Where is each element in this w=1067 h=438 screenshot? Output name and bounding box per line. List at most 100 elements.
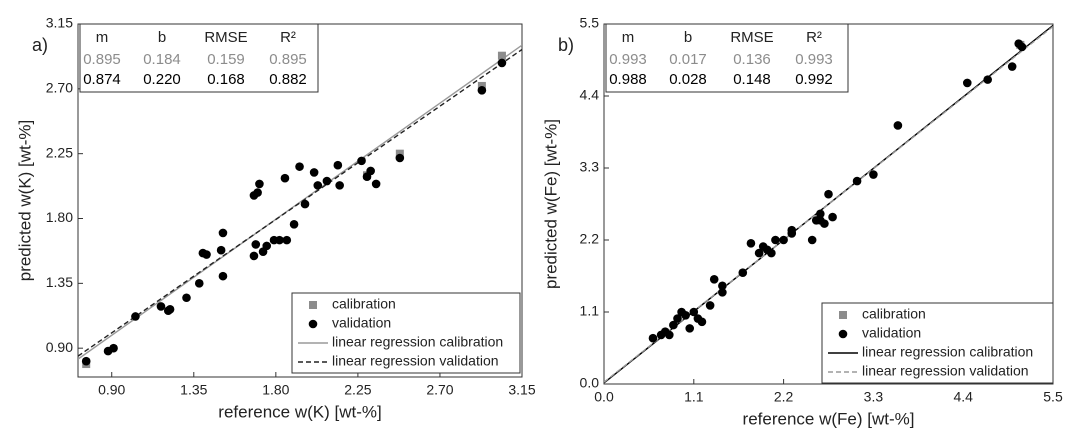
validation-point	[771, 235, 780, 245]
validation-point	[156, 302, 166, 311]
regression-line	[78, 48, 522, 357]
validation-point	[685, 324, 695, 333]
stats-cell: 0.895	[269, 51, 307, 68]
validation-point	[216, 245, 226, 255]
x-tick-label: 5.5	[1043, 389, 1063, 405]
y-axis-title: predicted w(K) [wt-%]	[15, 120, 34, 282]
validation-point	[824, 189, 833, 199]
validation-point	[681, 310, 690, 320]
stats-cell: 0.874	[83, 71, 121, 88]
legend-label: linear regression calibration	[332, 334, 503, 350]
legend-label: calibration	[862, 306, 926, 322]
stats-cell: 0.895	[83, 51, 121, 68]
x-tick-label: 1.35	[180, 382, 207, 398]
y-tick-label: 2.25	[46, 144, 73, 160]
validation-point	[366, 166, 375, 176]
stats-cell: 0.184	[143, 51, 181, 68]
validation-point	[295, 162, 304, 171]
stats-cell: 0.168	[207, 71, 245, 88]
validation-point	[779, 235, 788, 245]
validation-point	[665, 330, 674, 340]
stats-header: R²	[280, 29, 296, 46]
regression-lines	[78, 44, 522, 360]
stats-header: m	[622, 29, 635, 46]
validation-point	[705, 301, 715, 310]
x-tick-label: 1.1	[684, 389, 704, 405]
validation-point	[218, 271, 228, 281]
legend-box	[821, 302, 1054, 384]
legend-marker	[309, 301, 317, 309]
validation-point	[893, 121, 903, 130]
x-tick-label: 4.4	[953, 389, 973, 405]
stats-box	[79, 23, 319, 93]
y-tick-label: 5.5	[580, 15, 600, 31]
y-tick-label: 2.2	[580, 231, 600, 247]
legend-marker	[839, 311, 847, 319]
calibration-point	[497, 51, 506, 60]
stats-cell: 0.017	[669, 51, 707, 68]
regression-line	[78, 44, 522, 360]
x-tick-label: 1.80	[262, 382, 289, 398]
y-tick-label: 1.1	[580, 303, 600, 319]
y-tick-label: 0.90	[46, 339, 73, 355]
validation-point	[131, 312, 140, 321]
validation-point	[709, 274, 719, 284]
validation-point	[262, 241, 272, 251]
stats-header: b	[684, 29, 692, 46]
validation-point	[746, 238, 756, 248]
y-axis-title: predicted w(Fe) [wt-%]	[541, 119, 560, 289]
validation-point	[718, 288, 727, 297]
stats-cell: 0.882	[269, 71, 307, 88]
x-tick-label: 2.25	[344, 382, 371, 398]
validation-point	[253, 188, 262, 197]
validation-point	[820, 219, 829, 228]
validation-point	[718, 281, 727, 291]
stats-cell: 0.159	[207, 51, 245, 68]
validation-point	[648, 333, 658, 343]
validation-point	[313, 181, 323, 190]
stats-header: RMSE	[204, 29, 247, 46]
legend-marker	[838, 329, 848, 339]
legend-label: linear regression validation	[862, 363, 1029, 379]
stats-header: m	[96, 29, 109, 46]
validation-point	[335, 181, 344, 190]
validation-point	[983, 75, 992, 84]
y-tick-label: 3.15	[46, 15, 73, 31]
calibration-point	[395, 149, 404, 158]
validation-point	[1007, 62, 1017, 71]
validation-point	[828, 212, 837, 222]
x-tick-label: 3.15	[508, 382, 535, 398]
validation-point	[497, 58, 507, 68]
validation-point	[218, 228, 228, 238]
x-axis-title: reference w(Fe) [wt-%]	[743, 409, 915, 428]
validation-point	[300, 199, 310, 209]
x-tick-label: 2.70	[426, 382, 453, 398]
validation-point	[852, 176, 862, 186]
y-tick-label: 1.35	[46, 274, 73, 290]
legend-label: linear regression validation	[332, 353, 499, 369]
stats-cell: 0.993	[795, 51, 833, 68]
x-tick-label: 3.3	[864, 389, 884, 405]
stats-cell: 0.988	[609, 71, 647, 88]
legend-label: linear regression calibration	[862, 344, 1033, 360]
validation-point	[477, 85, 487, 95]
calibration-point	[477, 81, 486, 90]
legend-label: validation	[862, 325, 921, 341]
validation-point	[275, 235, 284, 245]
validation-point	[673, 314, 682, 323]
x-tick-label: 0.90	[98, 382, 125, 398]
regression-line	[604, 24, 1053, 384]
validation-point	[689, 307, 699, 317]
validation-point	[280, 173, 290, 183]
validation-point	[249, 251, 259, 261]
validation-point	[81, 356, 91, 366]
validation-point	[1017, 42, 1027, 52]
validation-point	[333, 160, 343, 170]
stats-cell: 0.148	[733, 71, 771, 88]
validation-point	[255, 179, 264, 189]
stats-header: b	[158, 29, 166, 46]
validation-point	[194, 279, 204, 288]
stats-cell: 0.136	[733, 51, 771, 68]
y-tick-label: 3.3	[580, 159, 600, 175]
